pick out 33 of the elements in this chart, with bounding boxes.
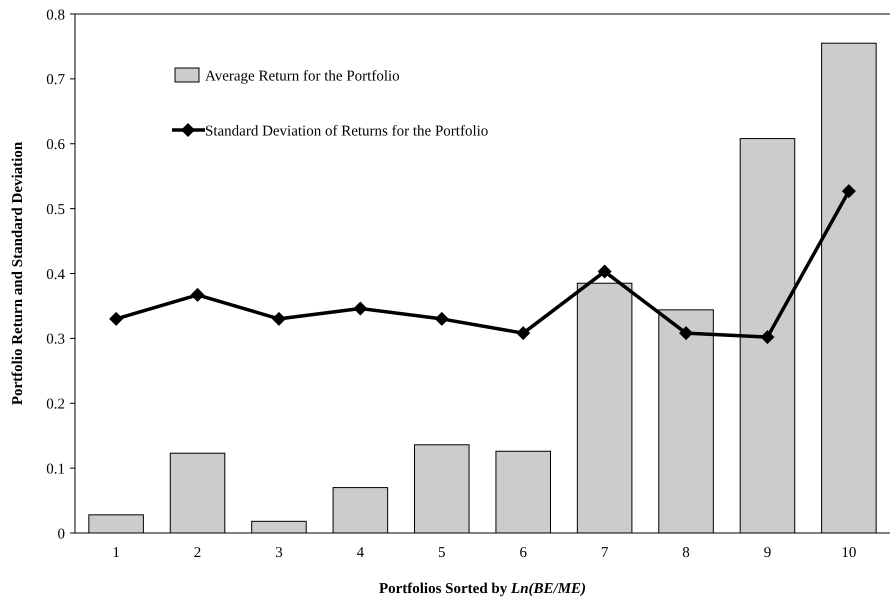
- point: [190, 288, 205, 302]
- x-tick-label: 2: [194, 545, 202, 561]
- y-axis-title: Portfolio Return and Standard Deviation: [10, 141, 26, 406]
- x-tick-label: 6: [519, 545, 528, 561]
- y-tick-label: 0.3: [46, 332, 65, 348]
- point: [516, 326, 530, 340]
- y-tick-label: 0.1: [46, 461, 65, 478]
- point: [272, 312, 286, 326]
- legend-label: Average Return for the Portfolio: [205, 68, 400, 84]
- x-tick-label: 9: [764, 545, 772, 561]
- x-tick-label: 1: [112, 545, 120, 561]
- point: [679, 326, 694, 340]
- point: [434, 312, 449, 326]
- x-tick-label: 7: [600, 545, 609, 561]
- x-tick-label: 10: [841, 545, 856, 561]
- x-tick-label: 3: [275, 545, 283, 561]
- y-tick-label: 0.5: [46, 202, 65, 218]
- point: [842, 184, 856, 198]
- legend-label: Standard Deviation of Returns for the Portfolio: [205, 123, 488, 140]
- y-tick-label: 0.7: [46, 72, 66, 88]
- point: [598, 264, 612, 279]
- x-tick-label: 5: [438, 545, 446, 561]
- y-tick-label: 0: [58, 526, 65, 542]
- point: [760, 330, 774, 344]
- point: [353, 302, 368, 316]
- x-tick-label: 4: [356, 545, 365, 561]
- y-tick-label: 0.8: [46, 7, 65, 24]
- point: [109, 312, 124, 326]
- y-tick-label: 0.4: [46, 266, 66, 283]
- x-axis-title: Portfolios Sorted by Ln(BE/ME): [378, 581, 586, 597]
- y-tick-label: 0.6: [46, 137, 66, 153]
- y-tick-label: 0.2: [46, 396, 65, 412]
- x-tick-label: 8: [682, 545, 690, 561]
